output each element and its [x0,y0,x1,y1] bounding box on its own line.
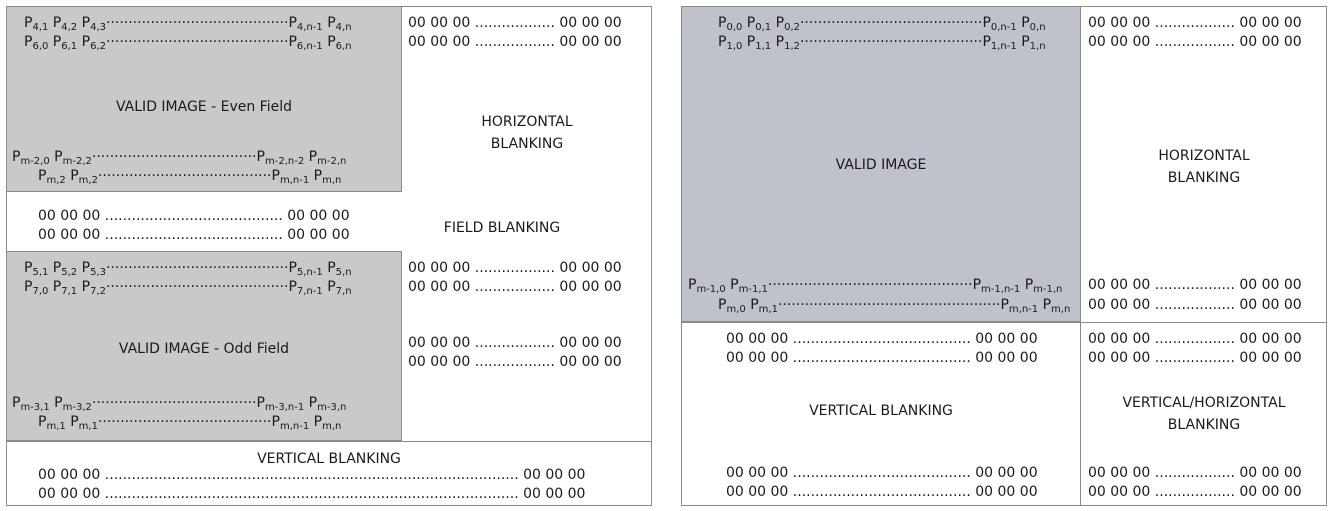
v-blank-code-2: 00 00 00 ...............................… [38,486,586,502]
pixel-row-prog-4: Pm,0 Pm,1·······························… [718,297,1071,315]
horizontal-blanking-text: HORIZONTAL [481,114,573,130]
field-blanking-label: FIELD BLANKING [443,220,561,236]
prog-vh-text-1: VERTICAL/HORIZONTAL [1122,395,1286,411]
h-blank-code-1: 00 00 00 .................. 00 00 00 [408,15,622,31]
prog-v-blank-code-4: 00 00 00 ...............................… [726,484,1038,500]
prog-v-blank-code-1: 00 00 00 ...............................… [726,331,1038,347]
pixel-row-even-4: Pm,2 Pm,2·······························… [38,168,342,186]
progressive-valid-image [682,7,1081,322]
pixel-row-prog-2: P1,0 P1,1 P1,2··························… [718,34,1046,52]
prog-vh-blank-code-4: 00 00 00 .................. 00 00 00 [1088,484,1302,500]
progressive-horizontal-divider [682,322,1327,323]
progressive-vertical-blanking-label: VERTICAL BLANKING [809,403,953,419]
pixel-row-prog-3: Pm-1,0 Pm-1,1···························… [688,277,1063,295]
prog-v-blank-code-2: 00 00 00 ...............................… [726,350,1038,366]
prog-h-blank-text-1: HORIZONTAL [1158,148,1250,164]
prog-vh-blank-code-1: 00 00 00 .................. 00 00 00 [1088,331,1302,347]
h-blank-code-5: 00 00 00 .................. 00 00 00 [408,335,622,351]
prog-vh-text-2: BLANKING [1167,417,1241,433]
prog-h-blank-code-2: 00 00 00 .................. 00 00 00 [1088,34,1302,50]
prog-h-blank-code-3: 00 00 00 .................. 00 00 00 [1088,277,1302,293]
even-field-valid-image [6,6,402,192]
h-blank-code-6: 00 00 00 .................. 00 00 00 [408,354,622,370]
prog-vh-blank-code-3: 00 00 00 .................. 00 00 00 [1088,465,1302,481]
pixel-row-odd-3: Pm-3,1 Pm-3,2···························… [12,395,347,413]
horizontal-blanking-text-2: BLANKING [490,136,564,152]
pixel-row-even-1: P4,1 P4,2 P4,3··························… [24,15,352,33]
h-blank-code-4: 00 00 00 .................. 00 00 00 [408,279,622,295]
horizontal-blanking-label-left: HORIZONTAL BLANKING [402,111,652,155]
prog-h-blank-code-4: 00 00 00 .................. 00 00 00 [1088,297,1302,313]
odd-field-valid-image [6,251,402,441]
prog-h-blank-text-2: BLANKING [1167,170,1241,186]
prog-h-blank-code-1: 00 00 00 .................. 00 00 00 [1088,15,1302,31]
vertical-blanking-divider [6,441,652,442]
pixel-row-odd-2: P7,0 P7,1 P7,2··························… [24,279,352,297]
field-blank-code-1: 00 00 00 ...............................… [38,208,350,224]
h-blank-code-3: 00 00 00 .................. 00 00 00 [408,260,622,276]
pixel-row-odd-1: P5,1 P5,2 P5,3··························… [24,260,352,278]
even-field-label: VALID IMAGE - Even Field [116,99,292,115]
h-blank-code-2: 00 00 00 .................. 00 00 00 [408,34,622,50]
progressive-horizontal-blanking-label: HORIZONTAL BLANKING [1081,145,1327,189]
field-blank-code-2: 00 00 00 ...............................… [38,227,350,243]
prog-vh-blank-code-2: 00 00 00 .................. 00 00 00 [1088,350,1302,366]
pixel-row-odd-4: Pm,1 Pm,1·······························… [38,414,342,432]
prog-v-blank-code-3: 00 00 00 ...............................… [726,465,1038,481]
pixel-row-even-2: P6,0 P6,1 P6,2··························… [24,34,352,52]
progressive-vertical-horizontal-blanking-label: VERTICAL/HORIZONTAL BLANKING [1081,392,1327,436]
pixel-row-even-3: Pm-2,0 Pm-2,2···························… [12,149,347,167]
odd-field-label: VALID IMAGE - Odd Field [118,341,290,357]
v-blank-code-1: 00 00 00 ...............................… [38,467,586,483]
progressive-valid-image-label: VALID IMAGE [835,157,927,173]
pixel-row-prog-1: P0,0 P0,1 P0,2··························… [718,15,1046,33]
vertical-blanking-label-left: VERTICAL BLANKING [257,451,401,467]
progressive-vertical-divider [1080,7,1081,505]
